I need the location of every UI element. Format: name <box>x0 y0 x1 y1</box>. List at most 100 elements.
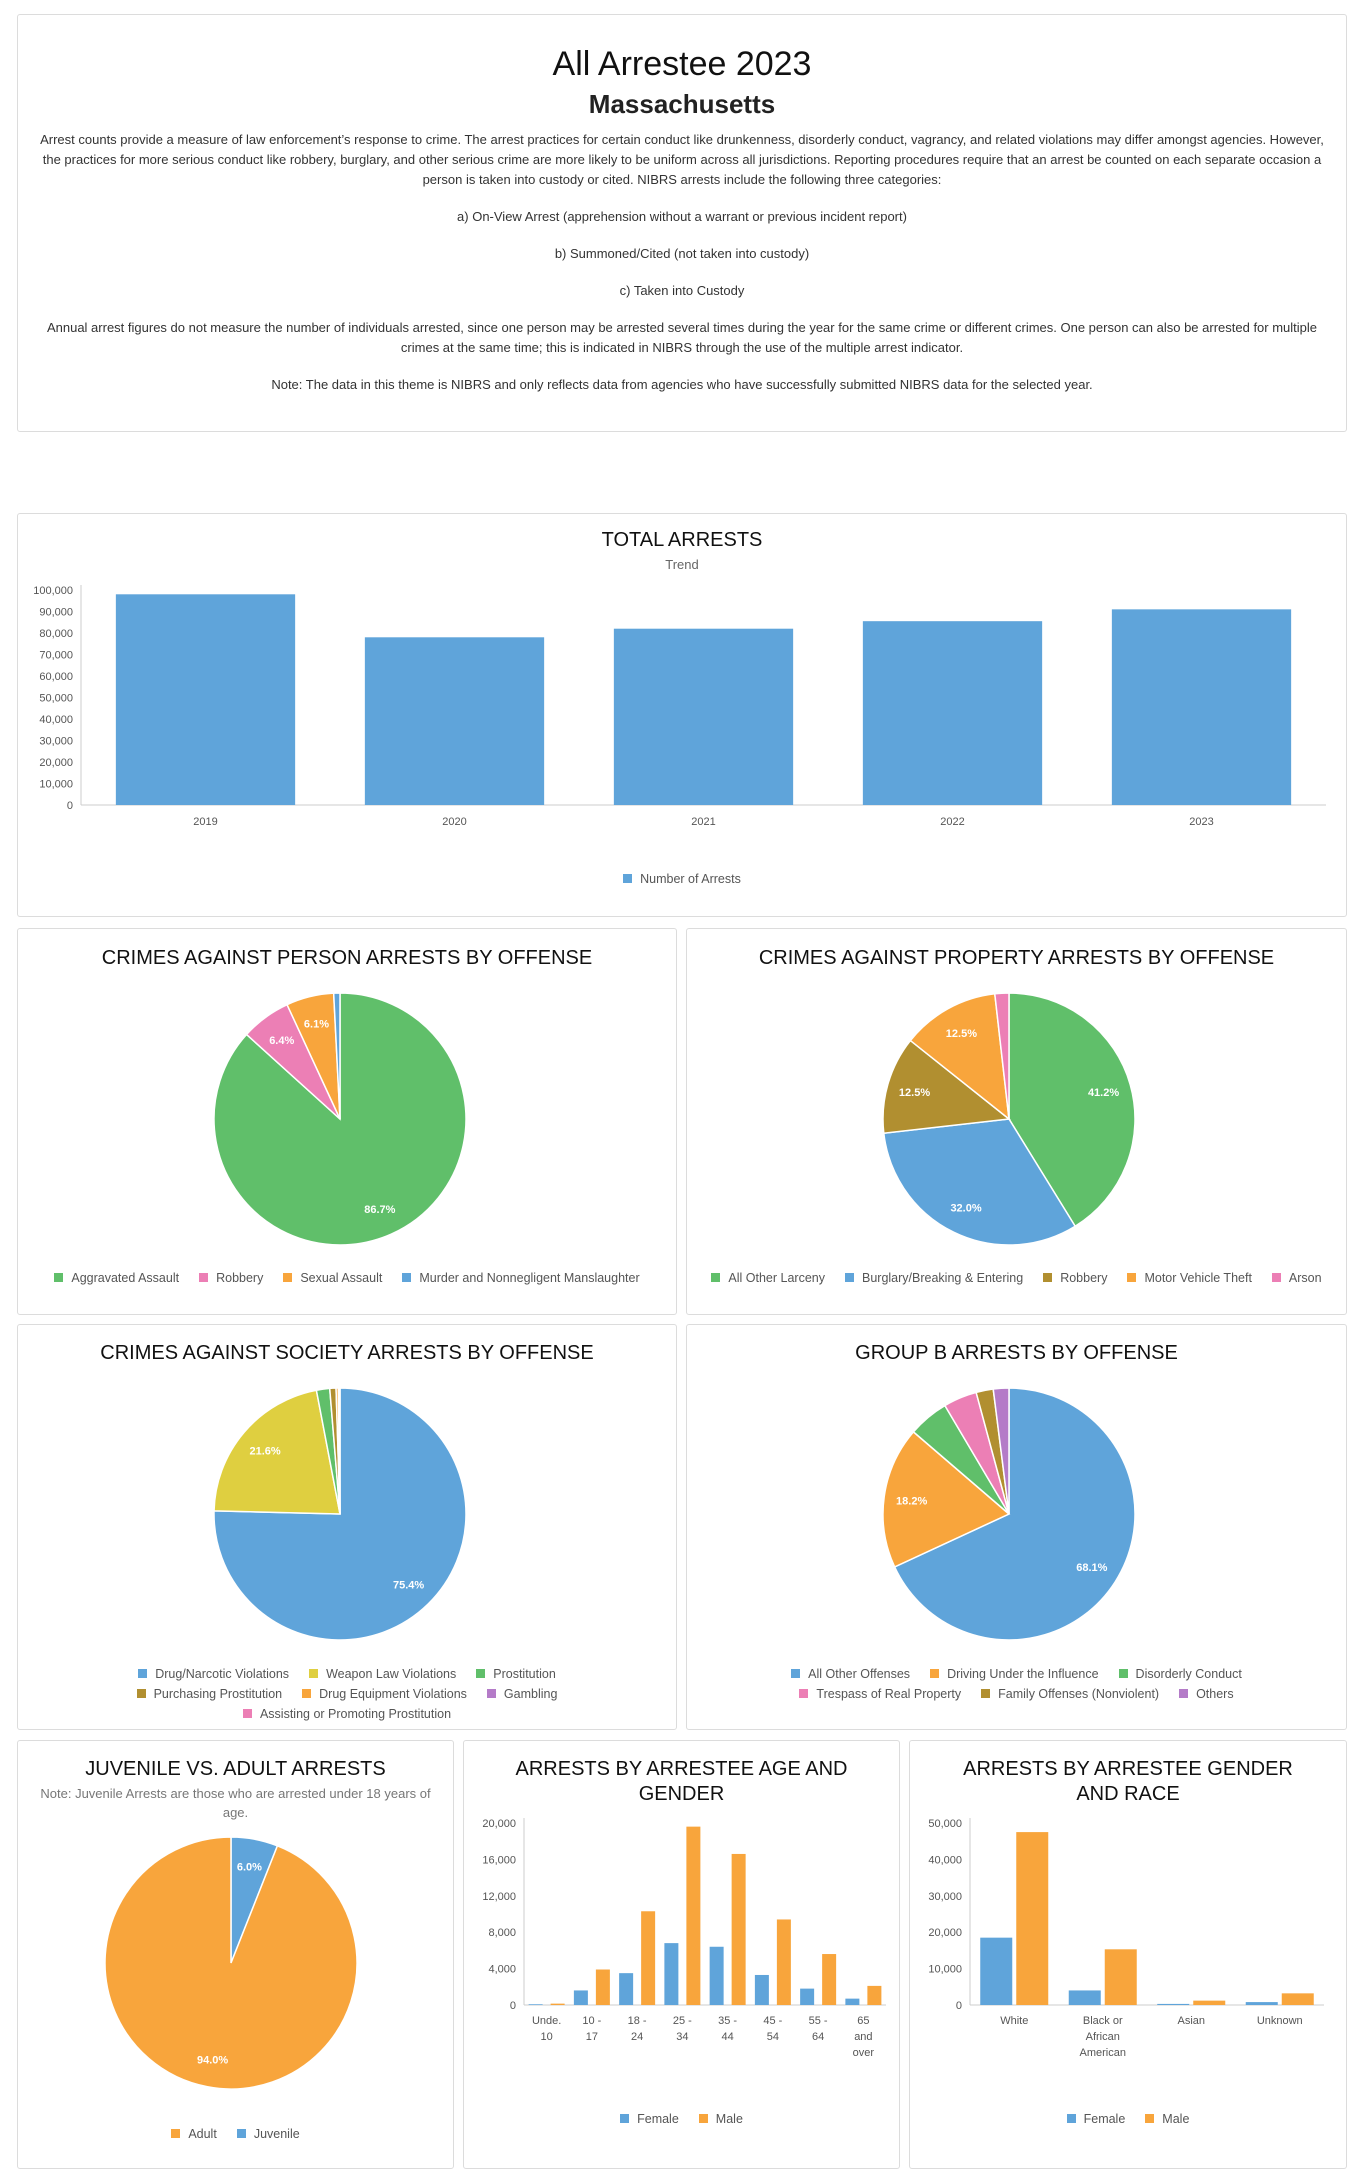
x-tick-label: 10 - <box>582 2015 601 2027</box>
bar <box>686 1826 701 2005</box>
society-pie-chart: 75.4% 21.6% <box>213 1387 467 1641</box>
y-tick-label: 0 <box>956 2000 962 2012</box>
legend: All Other Larceny Burglary/Breaking & Ent… <box>687 1268 1346 1288</box>
legend-item[interactable]: Driving Under the Influence <box>930 1664 1099 1684</box>
bar <box>867 1985 882 2005</box>
y-tick-label: 20,000 <box>482 1818 516 1830</box>
legend-item[interactable]: Prostitution <box>476 1664 556 1684</box>
legend-item[interactable]: Robbery <box>1043 1268 1107 1288</box>
pie-slice <box>104 1836 358 2090</box>
legend-item[interactable]: Juvenile <box>236 2124 300 2144</box>
legend-item[interactable]: Family Offenses (Nonviolent) <box>981 1684 1159 1704</box>
legend-item[interactable]: Drug Equipment Violations <box>302 1684 467 1704</box>
x-tick-label: White <box>1000 2015 1028 2027</box>
legend-swatch <box>402 1273 412 1282</box>
slice-label: 32.0% <box>950 1202 981 1214</box>
bar <box>595 1969 610 2005</box>
legend-item[interactable]: Male <box>698 2109 743 2129</box>
property-card: CRIMES AGAINST PROPERTY ARRESTS BY OFFEN… <box>686 928 1347 1315</box>
chart-title: CRIMES AGAINST SOCIETY ARRESTS BY OFFENS… <box>100 1342 594 1364</box>
slice-label: 12.5% <box>899 1087 930 1099</box>
slice-label: 94.0% <box>197 2055 228 2067</box>
bar <box>1281 1993 1314 2005</box>
x-tick-label: 2020 <box>442 816 466 828</box>
legend-swatch <box>623 874 633 883</box>
legend-item[interactable]: Murder and Nonnegligent Manslaughter <box>402 1268 640 1288</box>
legend-swatch <box>1179 1689 1189 1698</box>
legend-item[interactable]: Aggravated Assault <box>54 1268 179 1288</box>
legend-item[interactable]: Arson <box>1271 1268 1322 1288</box>
groupb-card: GROUP B ARRESTS BY OFFENSE 68.1% 18.2% Al… <box>686 1324 1347 1730</box>
legend-item[interactable]: Burglary/Breaking & Entering <box>845 1268 1023 1288</box>
chart-title: JUVENILE VS. ADULT ARRESTS <box>85 1758 386 1780</box>
pie-slice <box>882 1039 1011 1135</box>
legend-item[interactable]: Sexual Assault <box>283 1268 382 1288</box>
y-tick-label: 50,000 <box>928 1818 962 1830</box>
legend-item[interactable]: Weapon Law Violations <box>309 1664 456 1684</box>
legend-label: All Other Offenses <box>808 1667 911 1681</box>
legend-swatch <box>791 1669 801 1678</box>
y-tick-label: 20,000 <box>39 757 73 769</box>
legend-swatch <box>236 2129 246 2138</box>
y-tick-label: 30,000 <box>39 736 73 748</box>
legend-item[interactable]: Motor Vehicle Theft <box>1127 1268 1252 1288</box>
legend: Drug/Narcotic Violations Weapon Law Viola… <box>18 1664 676 1724</box>
legend-label: Motor Vehicle Theft <box>1144 1271 1252 1285</box>
legend-item[interactable]: Others <box>1179 1684 1234 1704</box>
chart-title: CRIMES AGAINST PERSON ARRESTS BY OFFENSE <box>101 947 593 969</box>
x-tick-label: American <box>1080 2047 1126 2059</box>
legend: Number of Arrests <box>18 869 1346 889</box>
bar <box>1157 2003 1190 2005</box>
y-tick-label: 20,000 <box>928 1927 962 1939</box>
legend-item[interactable]: Adult <box>171 2124 217 2144</box>
legend-label: Disorderly Conduct <box>1135 1667 1242 1681</box>
legend-label: Female <box>1083 2112 1126 2126</box>
y-tick-label: 100,000 <box>33 585 73 597</box>
legend-swatch <box>302 1689 312 1698</box>
legend-label: Trespass of Real Property <box>816 1687 962 1701</box>
legend-item[interactable]: Number of Arrests <box>623 869 741 889</box>
person-card: CRIMES AGAINST PERSON ARRESTS BY OFFENSE… <box>17 928 677 1315</box>
y-tick-label: 70,000 <box>39 650 73 662</box>
legend-item[interactable]: Female <box>1066 2109 1126 2129</box>
legend-item[interactable]: Drug/Narcotic Violations <box>138 1664 289 1684</box>
slice-label: 6.4% <box>269 1035 294 1047</box>
slice-label: 86.7% <box>364 1204 395 1216</box>
y-tick-label: 40,000 <box>39 714 73 726</box>
legend-label: Juvenile <box>253 2127 300 2141</box>
legend-swatch <box>1043 1273 1053 1282</box>
y-tick-label: 90,000 <box>39 607 73 619</box>
bar <box>115 594 296 805</box>
legend-swatch <box>711 1273 721 1282</box>
legend-item[interactable]: Purchasing Prostitution <box>136 1684 282 1704</box>
bar <box>573 1990 588 2005</box>
bar <box>1104 1949 1137 2005</box>
x-tick-label: 25 - <box>673 2015 692 2027</box>
juvenile-note: Note: Juvenile Arrests are those who are… <box>40 1786 431 1820</box>
y-tick-label: 16,000 <box>482 1854 516 1866</box>
legend-label: Family Offenses (Nonviolent) <box>998 1687 1160 1701</box>
legend-swatch <box>1127 1273 1137 1282</box>
chart-title: ARRESTS BY ARRESTEE AGE AND GENDER <box>515 1758 848 1805</box>
bar <box>550 2003 565 2005</box>
slice-label: 41.2% <box>1088 1087 1119 1099</box>
legend-item[interactable]: Gambling <box>486 1684 557 1704</box>
legend-label: Male <box>715 2112 743 2126</box>
x-tick-label: over <box>853 2047 875 2059</box>
legend-item[interactable]: Disorderly Conduct <box>1118 1664 1242 1684</box>
x-tick-label: 55 - <box>809 2015 828 2027</box>
x-tick-label: 2023 <box>1189 816 1213 828</box>
legend-item[interactable]: Trespass of Real Property <box>799 1684 961 1704</box>
y-tick-label: 40,000 <box>928 1854 962 1866</box>
slice-label: 75.4% <box>393 1579 424 1591</box>
legend-item[interactable]: All Other Larceny <box>711 1268 825 1288</box>
legend-label: Aggravated Assault <box>71 1271 180 1285</box>
legend-item[interactable]: All Other Offenses <box>791 1664 910 1684</box>
legend-item[interactable]: Robbery <box>199 1268 263 1288</box>
bar <box>731 1853 746 2005</box>
legend-label: Burglary/Breaking & Entering <box>862 1271 1024 1285</box>
legend-item[interactable]: Assisting or Promoting Prostitution <box>242 1704 451 1724</box>
legend: All Other Offenses Driving Under the Infl… <box>687 1664 1346 1704</box>
legend-item[interactable]: Male <box>1145 2109 1189 2129</box>
legend-item[interactable]: Female <box>620 2109 679 2129</box>
